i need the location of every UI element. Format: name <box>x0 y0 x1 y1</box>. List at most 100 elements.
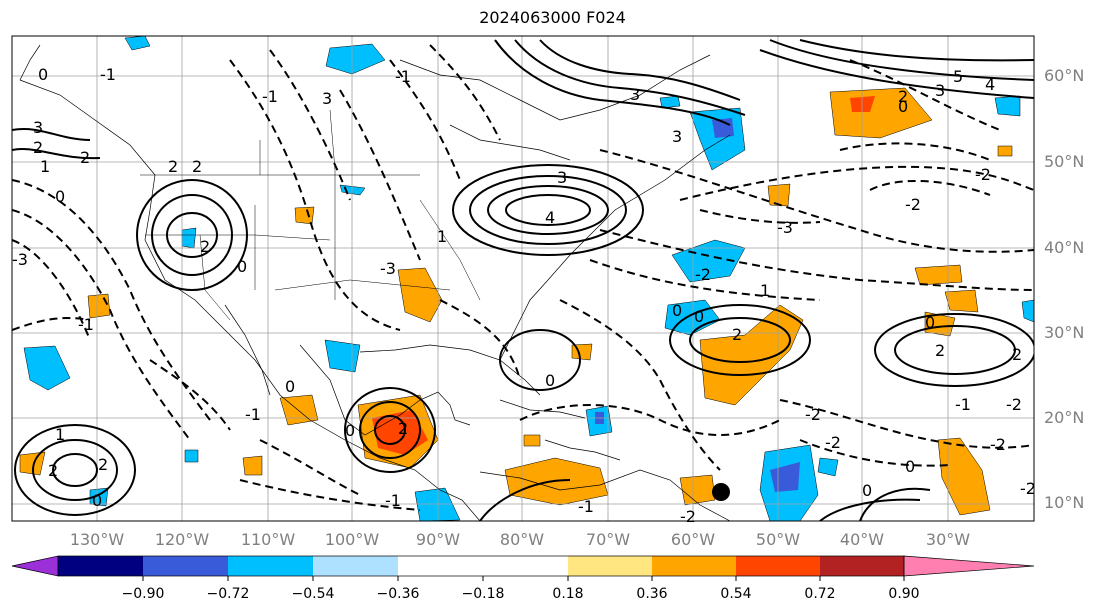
contour-label: -2 <box>990 435 1006 454</box>
contour-label: -1 <box>262 87 278 106</box>
contour-label: 3 <box>557 168 567 187</box>
contour-label: -2 <box>905 195 921 214</box>
colorbar-tick-label: 0.36 <box>636 586 668 602</box>
lat-label: 30°N <box>1044 323 1085 342</box>
contour-label: 2 <box>33 138 43 157</box>
colorbar-segment <box>483 556 568 576</box>
contours-dashed <box>12 44 1034 511</box>
contour-label: 2 <box>935 341 945 360</box>
chart-title: 2024063000 F024 <box>479 8 626 27</box>
contour-label: 0 <box>345 421 355 440</box>
contour-labels: 5 4 3 2 0 3 3 3 4 3 2 2 1 0 0 -1 2 2 2 -… <box>12 65 1036 526</box>
contour-label: 0 <box>905 457 915 476</box>
contour-label: 5 <box>953 67 963 86</box>
contour-label: -2 <box>695 265 711 284</box>
lat-label: 10°N <box>1044 493 1085 512</box>
colorbar-tick-label: −0.36 <box>376 586 420 602</box>
contour-label: -2 <box>1006 395 1022 414</box>
colorbar-segment <box>736 556 820 576</box>
colorbar-outline <box>57 555 905 577</box>
colorbar-segment <box>228 556 313 576</box>
colorbar-tick-label: −0.90 <box>121 586 165 602</box>
lon-label: 100°W <box>324 530 380 549</box>
lon-label: 120°W <box>154 530 210 549</box>
contour-label: 2 <box>200 237 210 256</box>
contour-label: 2 <box>80 148 90 167</box>
contour-label: 0 <box>285 377 295 396</box>
colorbar-segment <box>143 556 228 576</box>
lat-label: 20°N <box>1044 408 1085 427</box>
lon-label: 50°W <box>755 530 801 549</box>
state-borders <box>140 109 481 321</box>
map-frame <box>11 35 1035 522</box>
colorbar-tick-label: 0.54 <box>720 586 752 602</box>
coastlines <box>19 44 731 521</box>
colorbar-extend-max <box>903 555 1035 577</box>
contour-label: 0 <box>545 371 555 390</box>
contour-label: 2 <box>1012 345 1022 364</box>
contour-label: 0 <box>55 187 65 206</box>
colorbar-tick-label: −0.72 <box>206 586 250 602</box>
colorbar-segment <box>568 556 652 576</box>
contour-label: -3 <box>777 218 793 237</box>
contour-label: -2 <box>825 433 841 452</box>
colorbar-tick-label: −0.18 <box>461 586 505 602</box>
black-marker <box>712 483 730 501</box>
contour-label: 4 <box>545 208 555 227</box>
shading-negative-strong <box>595 118 800 492</box>
colorbar-tick-label: −0.54 <box>291 586 335 602</box>
contour-label: 0 <box>672 301 682 320</box>
contour-label: -1 <box>245 405 261 424</box>
contour-label: 1 <box>40 157 50 176</box>
lat-label: 40°N <box>1044 238 1085 257</box>
colorbar-tick-label: 0.90 <box>888 586 920 602</box>
lon-label: 40°W <box>839 530 885 549</box>
lon-label: 130°W <box>69 530 125 549</box>
contour-label: 0 <box>925 313 935 332</box>
contour-label: -3 <box>12 250 28 269</box>
lon-label: 70°W <box>585 530 631 549</box>
contour-label: 2 <box>192 157 202 176</box>
contour-label: -1 <box>78 315 94 334</box>
lon-label: 110°W <box>240 530 296 549</box>
contour-label: -2 <box>1020 479 1036 498</box>
contour-label: 2 <box>398 419 408 438</box>
contour-label: 3 <box>935 81 945 100</box>
contour-label: 0 <box>38 65 48 84</box>
contour-label: -1 <box>100 65 116 84</box>
contour-label: -1 <box>385 491 401 510</box>
lon-label: 80°W <box>499 530 545 549</box>
contour-label: 1 <box>760 281 770 300</box>
contour-label: -3 <box>380 259 396 278</box>
lon-label: 90°W <box>415 530 461 549</box>
contour-label: 4 <box>985 75 995 94</box>
contour-label: 3 <box>672 127 682 146</box>
colorbar-segment <box>58 556 143 576</box>
contour-label: -1 <box>395 67 411 86</box>
contour-label: 0 <box>694 307 704 326</box>
contour-label: 0 <box>898 97 908 116</box>
colorbar-ticks <box>142 576 905 581</box>
contour-label: -1 <box>578 497 594 516</box>
lon-label: 60°W <box>670 530 716 549</box>
lat-label: 50°N <box>1044 152 1085 171</box>
colorbar-segment <box>313 556 398 576</box>
contour-label: 2 <box>98 455 108 474</box>
contour-label: 0 <box>862 481 872 500</box>
colorbar-segment <box>398 556 483 576</box>
contour-label: 0 <box>237 257 247 276</box>
contour-label: 3 <box>630 85 640 104</box>
contour-label: -2 <box>975 165 991 184</box>
lon-label: 30°W <box>925 530 971 549</box>
contours-solid <box>12 39 1034 521</box>
contour-label: -2 <box>680 507 696 526</box>
colorbar-segment <box>652 556 736 576</box>
colorbar-segment <box>820 556 904 576</box>
contour-label: 1 <box>437 227 447 246</box>
colorbar-extend-min <box>11 555 59 577</box>
contour-label: -2 <box>805 405 821 424</box>
contour-label: -1 <box>955 395 971 414</box>
lat-label: 60°N <box>1044 66 1085 85</box>
